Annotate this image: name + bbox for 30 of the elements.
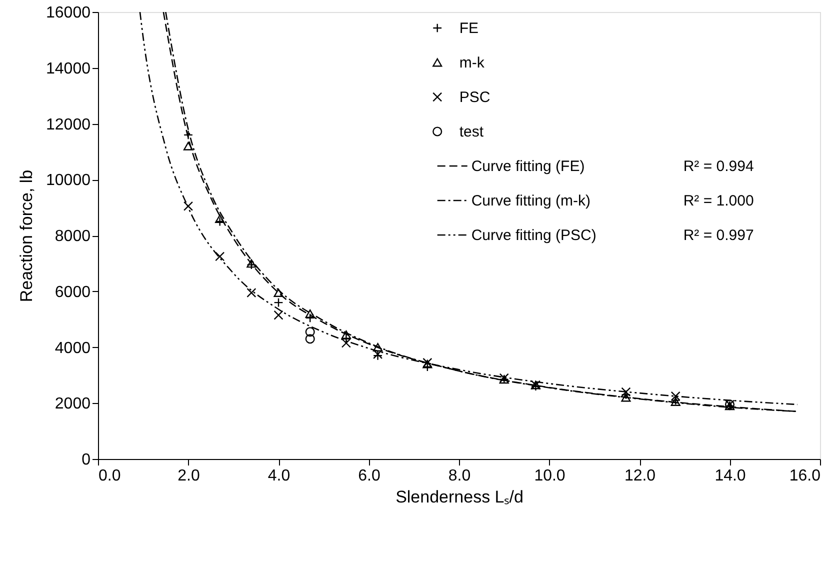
annotation: R² = 0.997 (683, 227, 754, 244)
y-tick-label: 10000 (46, 172, 91, 190)
annotation: R² = 1.000 (683, 192, 754, 210)
annotation: R² = 0.994 (683, 158, 754, 175)
legend-label: Curve fitting (m-k) (471, 192, 591, 210)
legend-label: test (459, 124, 484, 140)
legend-label: PSC (459, 89, 490, 106)
x-tick-label: 8.0 (448, 468, 471, 484)
y-tick-label: 0 (82, 452, 91, 468)
y-tick-label: 12000 (46, 116, 91, 134)
x-tick-label: 12.0 (624, 468, 656, 484)
y-tick-label: 6000 (54, 284, 91, 301)
x-tick-label: 10.0 (534, 468, 566, 484)
y-tick-label: 8000 (54, 228, 91, 245)
legend-label: Curve fitting (FE) (471, 158, 585, 175)
x-tick-label: 16.0 (789, 468, 821, 484)
y-tick-label: 16000 (46, 4, 91, 22)
x-tick-label: 4.0 (268, 468, 290, 484)
y-tick-label: 4000 (54, 340, 91, 357)
x-tick-label: 14.0 (714, 468, 746, 484)
x-tick-label: 6.0 (358, 468, 380, 484)
y-tick-label: 14000 (46, 60, 91, 78)
x-axis-title: Slenderness Lₛ/d (396, 488, 524, 506)
legend-label: FE (459, 20, 479, 37)
x-tick-label: 0.0 (98, 468, 121, 484)
legend-label: Curve fitting (PSC) (471, 227, 596, 244)
y-tick-label: 2000 (54, 396, 91, 413)
legend-label: m-k (459, 54, 485, 72)
y-axis-title: Reaction force, lb (17, 170, 36, 302)
x-tick-label: 2.0 (178, 468, 200, 484)
